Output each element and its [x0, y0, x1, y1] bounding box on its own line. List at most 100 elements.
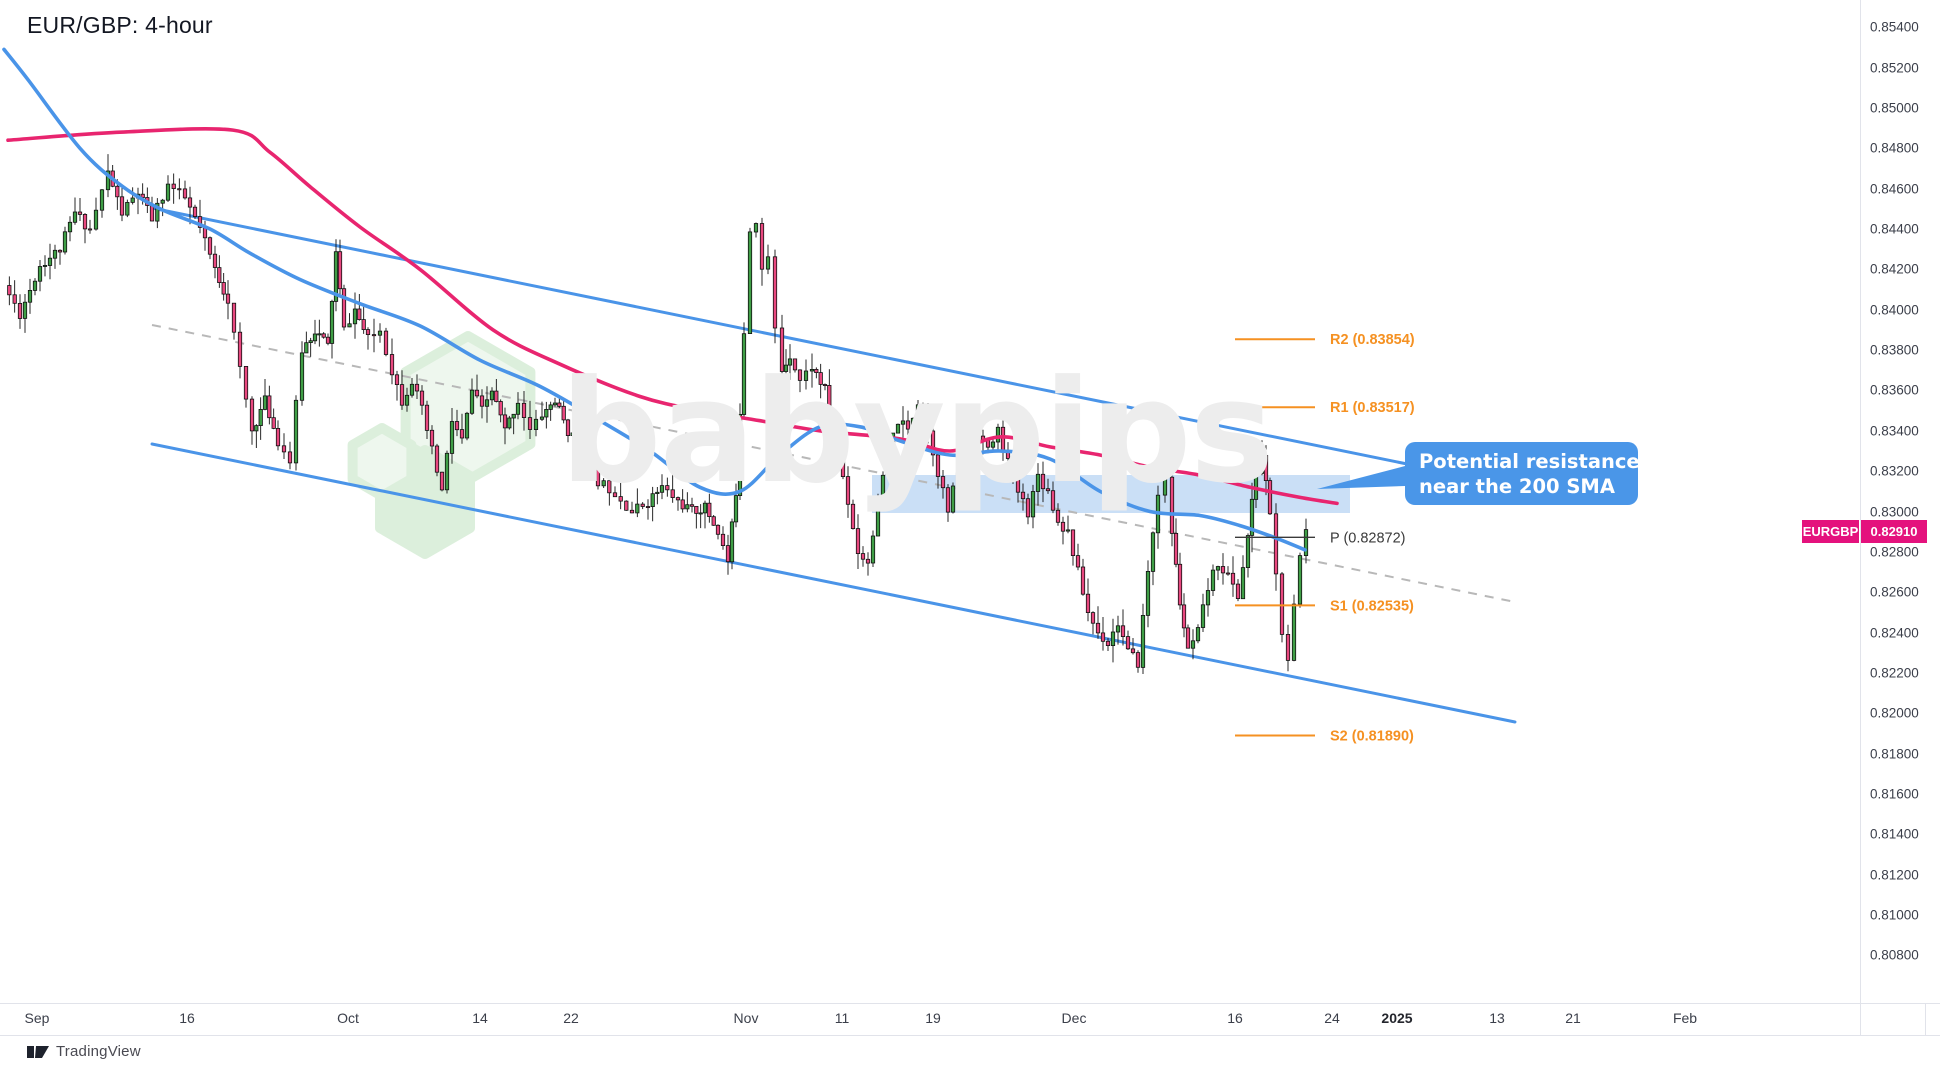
candle-bullish [544, 408, 549, 418]
candle-bearish [325, 336, 331, 344]
candle-bearish [694, 505, 699, 514]
candle-bearish [271, 417, 276, 429]
candle-bullish [22, 301, 28, 319]
time-axis-label: 14 [472, 1010, 488, 1026]
price-axis-label: 0.81200 [1870, 867, 1919, 883]
candle-bearish [779, 327, 785, 372]
candle-bullish [1162, 476, 1168, 496]
candle-bearish [1279, 573, 1285, 635]
price-axis-label: 0.82200 [1870, 665, 1919, 681]
candle-bearish [434, 445, 440, 473]
price-axis-label: 0.81800 [1870, 746, 1919, 762]
candle-bullish [105, 170, 111, 191]
candle-bullish [1249, 498, 1255, 536]
candle-bearish [521, 402, 527, 418]
candle-bullish [655, 491, 660, 494]
candle-bullish [52, 249, 58, 259]
candle-bearish [383, 330, 389, 355]
candle-bearish [474, 389, 480, 397]
candle-bearish [940, 476, 946, 489]
candle-bullish [1259, 454, 1265, 474]
axis-corner-border [1925, 1003, 1926, 1035]
candle-bearish [827, 384, 832, 413]
candle-bearish [689, 504, 695, 507]
candle-bearish [207, 237, 213, 255]
candle-bearish [87, 228, 93, 231]
sma-50-line[interactable] [2, 47, 1307, 552]
price-axis-label: 0.83000 [1870, 504, 1919, 519]
candle-bearish [1263, 454, 1269, 481]
candle-bearish [414, 383, 420, 392]
callout-text-line1: Potential resistance [1419, 450, 1640, 473]
candle-bullish [990, 441, 996, 448]
channel-lower-line[interactable] [150, 442, 1517, 724]
candle-bearish [845, 476, 851, 505]
candle-bearish [1230, 572, 1236, 585]
candle-bullish [1205, 590, 1211, 606]
candle-bearish [1070, 529, 1076, 557]
candle-bearish [1120, 625, 1126, 637]
candle-bearish [935, 454, 941, 477]
candle-bullish [489, 390, 495, 401]
candle-bearish [1015, 470, 1021, 493]
tradingview-logo-icon [27, 1045, 49, 1058]
candle-bearish [12, 294, 17, 304]
candle-bearish [579, 445, 585, 457]
candle-bullish [99, 189, 105, 211]
candle-bullish [160, 199, 165, 204]
pivot-label-s1: S1 (0.82535) [1330, 598, 1414, 614]
candle-bearish [1220, 566, 1226, 574]
tradingview-attribution[interactable]: TradingView [27, 1043, 141, 1060]
candle-bearish [357, 308, 362, 321]
candle-bullish [702, 502, 708, 514]
candle-bearish [1285, 634, 1291, 661]
time-axis-label: Oct [337, 1010, 359, 1026]
candle-bearish [645, 506, 651, 509]
price-axis-label: 0.84800 [1870, 140, 1919, 156]
candle-bearish [171, 183, 176, 190]
candle-bearish [249, 398, 255, 432]
candle-bearish [231, 302, 237, 333]
candle-bearish [725, 545, 731, 563]
channel-upper-line[interactable] [150, 206, 1517, 488]
candle-bearish [361, 319, 366, 331]
candle-bearish [1025, 498, 1031, 518]
price-axis-label: 0.83600 [1870, 382, 1919, 398]
candle-bearish [424, 404, 430, 431]
channel-median-line[interactable] [151, 324, 1516, 603]
price-axis-label: 0.80800 [1870, 947, 1919, 963]
candle-bullish [1297, 555, 1303, 605]
candle-bullish [733, 495, 739, 523]
candle-bullish [737, 413, 743, 496]
candle-bearish [394, 374, 400, 385]
candle-bearish [855, 528, 861, 554]
time-axis-label: 13 [1489, 1010, 1505, 1026]
candle-bearish [82, 213, 88, 230]
candle-bearish [905, 420, 911, 430]
candle-bearish [759, 223, 765, 270]
time-axis-border-bottom [0, 1035, 1940, 1036]
time-axis-label: 11 [834, 1010, 850, 1026]
price-tag-symbol: EURGBP [1802, 520, 1859, 543]
candle-bullish [885, 446, 891, 476]
candle-bullish [729, 521, 735, 563]
candle-bullish [1240, 567, 1246, 600]
candle-bullish [1065, 529, 1071, 532]
pivot-label-s2: S2 (0.81890) [1330, 728, 1414, 744]
candle-bearish [715, 524, 721, 535]
candle-bullish [1210, 569, 1216, 591]
price-axis-label: 0.81000 [1870, 907, 1919, 923]
candle-bearish [192, 206, 198, 217]
candle-bullish [155, 202, 160, 222]
candle-bullish [93, 209, 99, 230]
candle-bullish [1215, 566, 1221, 571]
candle-bearish [1181, 604, 1187, 629]
candle-bearish [399, 384, 405, 406]
callout-box[interactable] [1405, 442, 1638, 505]
sma-200-line[interactable] [6, 126, 1339, 506]
babypips-hexagon-logo [347, 423, 417, 501]
price-axis-label: 0.83400 [1870, 423, 1919, 439]
time-axis-label: 24 [1324, 1010, 1340, 1026]
